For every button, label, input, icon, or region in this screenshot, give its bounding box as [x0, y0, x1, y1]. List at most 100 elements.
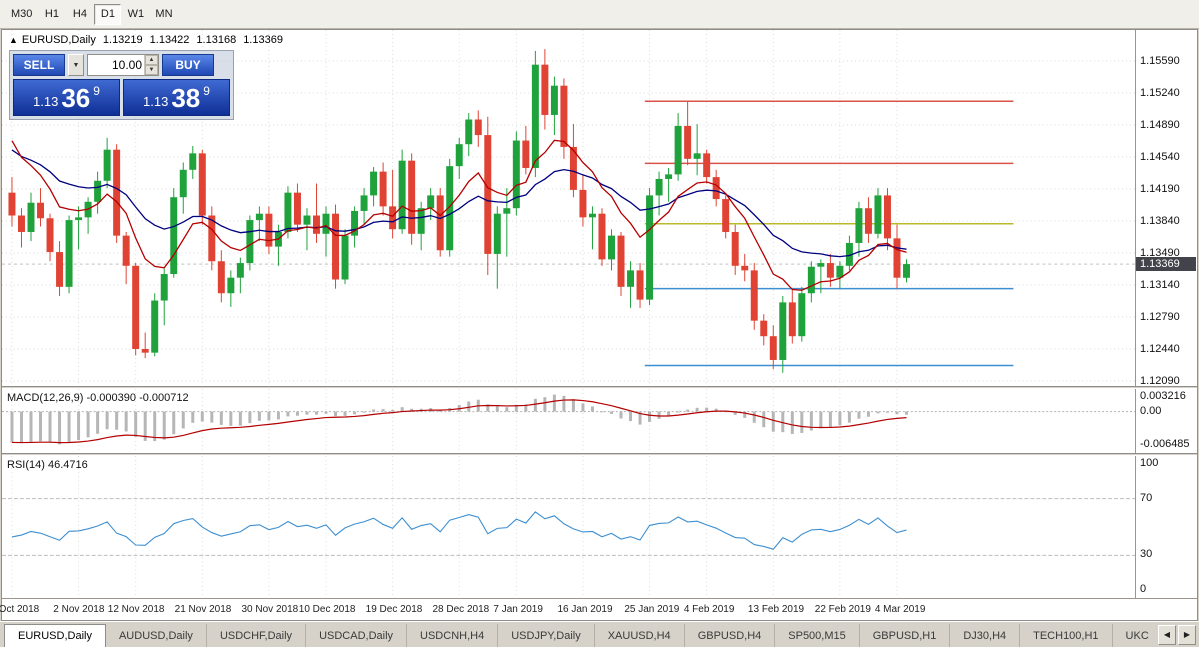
date-tick: 24 Oct 2018 [0, 604, 40, 615]
sell-price-prefix: 1.13 [33, 93, 59, 109]
volume-decrement-button[interactable]: ▼ [145, 65, 158, 75]
macd-scale-tick: -0.006485 [1140, 438, 1190, 450]
price-scale[interactable]: 1.15590 1.15240 1.14890 1.14540 1.14190 1.138… [1135, 30, 1197, 387]
current-price-badge: 1.13369 [1136, 257, 1196, 272]
chart-tab-bar: EURUSD,Daily AUDUSD,Daily USDCHF,Daily USDC… [0, 621, 1199, 647]
date-tick: 10 Dec 2018 [298, 604, 356, 615]
arrow-right-icon: ▶ [1183, 630, 1191, 639]
chart-tab-gbpusd-h4[interactable]: GBPUSD,H4 [685, 624, 776, 647]
sell-price-sup: 9 [93, 84, 100, 98]
date-tick: 22 Feb 2019 [814, 604, 871, 615]
price-tick: 1.14190 [1140, 183, 1180, 195]
macd-pane: MACD(12,26,9) -0.000390 -0.000712 0.0032… [2, 389, 1197, 453]
price-pane: 1.15590 1.15240 1.14890 1.14540 1.14190 1.138… [2, 30, 1197, 387]
sell-button[interactable]: SELL [13, 54, 65, 76]
rsi-scale-tick: 30 [1140, 548, 1153, 560]
rsi-scale-tick: 70 [1140, 492, 1153, 504]
volume-dropdown-button[interactable]: ▼ [68, 54, 84, 76]
chart-tab-gbpusd-h1[interactable]: GBPUSD,H1 [860, 624, 951, 647]
pane-splitter[interactable] [2, 386, 1197, 389]
tf-button-m30[interactable]: M30 [6, 4, 37, 25]
date-tick: 2 Nov 2018 [53, 604, 105, 615]
tf-button-h4[interactable]: H4 [66, 4, 93, 25]
buy-button[interactable]: BUY [162, 54, 214, 76]
tf-button-w1[interactable]: W1 [122, 4, 149, 25]
buy-price-prefix: 1.13 [143, 93, 169, 109]
date-tick: 7 Jan 2019 [493, 604, 543, 615]
date-tick: 16 Jan 2019 [557, 604, 613, 615]
macd-indicator-label: MACD(12,26,9) -0.000390 -0.000712 [7, 392, 189, 404]
volume-spinner: ▲ ▼ [144, 55, 158, 75]
macd-plot[interactable] [2, 389, 1135, 453]
chart-tab-usdcnh-h4[interactable]: USDCNH,H4 [407, 624, 499, 647]
sell-price-button[interactable]: 1.13 36 9 [13, 79, 120, 116]
collapse-panel-icon[interactable]: ▲ [9, 35, 18, 45]
tf-button-mn[interactable]: MN [150, 4, 177, 25]
ohlc-open: 1.13219 [102, 34, 143, 46]
chart-tab-usdjpy-daily[interactable]: USDJPY,Daily [498, 624, 595, 647]
pane-splitter[interactable] [2, 453, 1197, 456]
tf-button-d1[interactable]: D1 [94, 3, 122, 25]
timeframe-toolbar: M30 H1 H4 D1 W1 MN [0, 0, 1199, 29]
sell-price-big: 36 [61, 82, 91, 113]
buy-price-sup: 9 [203, 84, 210, 98]
rsi-scale[interactable]: 100 70 30 0 [1135, 456, 1197, 598]
price-tick: 1.13840 [1140, 215, 1180, 227]
price-tick: 1.12440 [1140, 343, 1180, 355]
price-tick: 1.12090 [1140, 375, 1180, 387]
date-tick: 12 Nov 2018 [107, 604, 165, 615]
arrow-left-icon: ◀ [1163, 630, 1171, 639]
price-tick: 1.14890 [1140, 119, 1180, 131]
tab-scroll-right-button[interactable]: ▶ [1178, 625, 1196, 645]
rsi-scale-tick: 100 [1140, 457, 1159, 469]
rsi-chart-canvas[interactable] [2, 456, 1135, 598]
volume-increment-button[interactable]: ▲ [145, 55, 158, 65]
ohlc-close: 1.13369 [243, 34, 283, 46]
macd-chart-canvas[interactable] [2, 389, 1135, 453]
chart-window: ▲ EURUSD,Daily 1.13219 1.13422 1.13168 1.1336… [0, 29, 1198, 621]
macd-scale-tick: 0.00 [1140, 404, 1162, 417]
volume-spinbox: ▲ ▼ [87, 54, 159, 76]
price-tick: 1.12790 [1140, 311, 1180, 323]
date-tick: 30 Nov 2018 [241, 604, 299, 615]
chart-tab-audusd-daily[interactable]: AUDUSD,Daily [106, 624, 207, 647]
tab-scroll-buttons: ◀ ▶ [1157, 624, 1199, 647]
chart-tab-usdchf-daily[interactable]: USDCHF,Daily [207, 624, 307, 647]
chart-symbol-label: EURUSD,Daily [21, 34, 96, 46]
price-tick: 1.15590 [1140, 55, 1180, 67]
date-tick: 4 Mar 2019 [874, 604, 926, 615]
price-tick: 1.15240 [1140, 87, 1180, 99]
price-tick: 1.13490 [1140, 247, 1180, 259]
date-tick: 19 Dec 2018 [365, 604, 423, 615]
price-tick: 1.14540 [1140, 151, 1180, 163]
date-tick: 28 Dec 2018 [432, 604, 490, 615]
price-chart-canvas[interactable] [2, 30, 1135, 386]
rsi-scale-tick: 0 [1140, 583, 1147, 595]
chart-tab-tech100-h1[interactable]: TECH100,H1 [1020, 624, 1113, 647]
ohlc-high: 1.13422 [149, 34, 190, 46]
chart-tab-xauusd-h4[interactable]: XAUUSD,H4 [595, 624, 685, 647]
rsi-plot[interactable] [2, 456, 1135, 598]
spin-down-icon: ▼ [148, 66, 155, 73]
tf-button-h1[interactable]: H1 [38, 4, 65, 25]
ohlc-low: 1.13168 [196, 34, 237, 46]
volume-input[interactable] [88, 55, 144, 75]
chart-tab-usdcad-daily[interactable]: USDCAD,Daily [306, 624, 408, 647]
date-tick: 4 Feb 2019 [683, 604, 735, 615]
tab-scroll-left-button[interactable]: ◀ [1158, 625, 1176, 645]
chart-tab-ukc[interactable]: UKC [1113, 624, 1157, 647]
macd-scale[interactable]: 0.003216 0.00 -0.006485 [1135, 389, 1197, 453]
chart-tab-eurusd-daily[interactable]: EURUSD,Daily [4, 624, 106, 647]
rsi-pane: RSI(14) 46.4716 100 70 30 0 [2, 456, 1197, 598]
chart-tabs: EURUSD,Daily AUDUSD,Daily USDCHF,Daily USDC… [0, 624, 1157, 647]
date-tick: 25 Jan 2019 [624, 604, 680, 615]
price-plot[interactable] [2, 30, 1135, 386]
chart-tab-sp500-m15[interactable]: SP500,M15 [775, 624, 860, 647]
chart-tab-dj30-h4[interactable]: DJ30,H4 [950, 624, 1021, 647]
rsi-indicator-label: RSI(14) 46.4716 [7, 459, 88, 471]
timeframe-buttons: M30 H1 H4 D1 W1 MN [6, 3, 178, 25]
buy-price-button[interactable]: 1.13 38 9 [123, 79, 230, 116]
buy-price-big: 38 [171, 82, 201, 113]
